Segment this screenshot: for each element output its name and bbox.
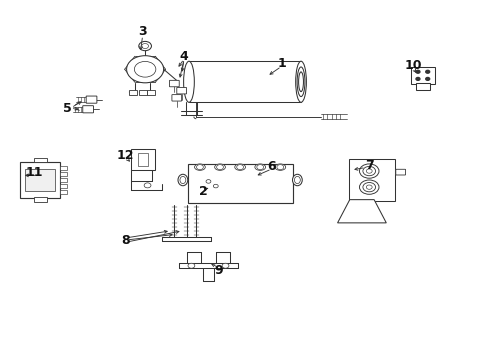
Ellipse shape [298, 72, 303, 92]
Ellipse shape [255, 164, 266, 170]
Bar [60, 190, 67, 194]
Circle shape [196, 165, 203, 170]
Ellipse shape [215, 164, 225, 170]
Circle shape [213, 184, 218, 188]
Circle shape [416, 77, 420, 80]
Bar [60, 172, 67, 176]
Polygon shape [196, 176, 223, 192]
FancyBboxPatch shape [170, 80, 179, 87]
Bar [130, 149, 155, 170]
Circle shape [426, 77, 430, 80]
Circle shape [142, 44, 148, 49]
Ellipse shape [295, 61, 306, 102]
Circle shape [363, 183, 375, 192]
Bar [348, 158, 395, 202]
Circle shape [360, 164, 379, 178]
Circle shape [126, 56, 164, 83]
FancyBboxPatch shape [177, 87, 187, 94]
Text: 8: 8 [122, 234, 130, 247]
Circle shape [426, 70, 430, 73]
Polygon shape [338, 200, 386, 223]
Bar [139, 90, 147, 95]
Ellipse shape [293, 174, 302, 186]
Bar [416, 83, 430, 90]
Bar [21, 162, 60, 198]
FancyBboxPatch shape [172, 95, 182, 101]
Bar [33, 158, 47, 162]
Bar [60, 184, 67, 188]
Bar [189, 61, 301, 102]
Text: 11: 11 [26, 166, 43, 179]
Bar [33, 197, 47, 202]
Bar [25, 168, 55, 191]
Text: 3: 3 [138, 25, 147, 38]
Circle shape [367, 169, 372, 173]
Circle shape [363, 166, 375, 176]
Ellipse shape [184, 61, 195, 102]
Text: 4: 4 [180, 50, 189, 63]
Ellipse shape [275, 164, 286, 170]
Text: 2: 2 [199, 185, 208, 198]
Bar [60, 178, 67, 182]
Circle shape [360, 180, 379, 194]
Circle shape [134, 62, 156, 77]
Bar [138, 153, 147, 166]
Circle shape [188, 263, 195, 268]
Ellipse shape [297, 67, 305, 96]
Text: 10: 10 [404, 59, 422, 72]
Circle shape [144, 183, 151, 188]
Bar [411, 67, 435, 84]
FancyBboxPatch shape [86, 96, 97, 103]
Circle shape [416, 70, 420, 73]
Circle shape [139, 41, 151, 51]
Text: 9: 9 [214, 264, 222, 276]
Text: 1: 1 [277, 57, 286, 71]
Ellipse shape [294, 176, 300, 184]
Text: 7: 7 [365, 159, 373, 172]
Circle shape [277, 165, 284, 170]
Circle shape [222, 263, 229, 268]
Ellipse shape [178, 174, 188, 186]
Bar [188, 164, 293, 203]
Circle shape [237, 165, 244, 170]
FancyBboxPatch shape [83, 106, 94, 113]
Ellipse shape [235, 164, 245, 170]
Circle shape [206, 180, 211, 183]
Ellipse shape [180, 176, 186, 184]
Text: 5: 5 [63, 102, 72, 115]
FancyBboxPatch shape [396, 169, 406, 175]
Circle shape [257, 165, 264, 170]
Circle shape [367, 185, 372, 189]
Bar [129, 90, 137, 95]
Text: 12: 12 [117, 149, 134, 162]
Circle shape [217, 165, 223, 170]
Bar [60, 166, 67, 170]
Bar [147, 90, 155, 95]
Text: 6: 6 [268, 160, 276, 173]
Ellipse shape [195, 164, 205, 170]
